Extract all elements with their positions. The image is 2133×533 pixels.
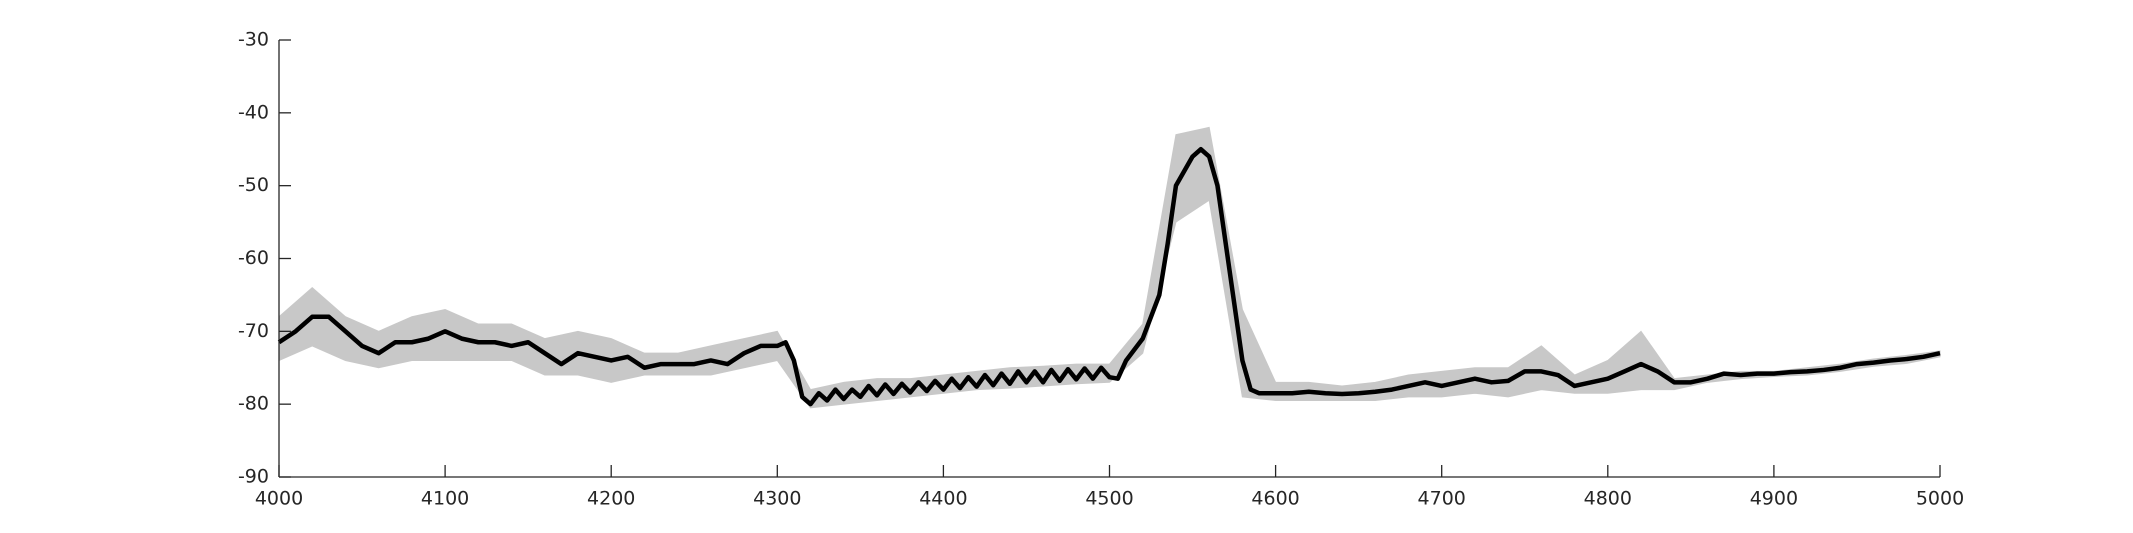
x-tick-label: 4500 xyxy=(1085,488,1133,510)
y-tick-label: -30 xyxy=(238,29,269,51)
x-tick-label: 4300 xyxy=(753,488,801,510)
x-tick-label: 4800 xyxy=(1584,488,1632,510)
x-tick-label: 5000 xyxy=(1916,488,1964,510)
x-tick-label: 4700 xyxy=(1418,488,1466,510)
x-tick-label: 4900 xyxy=(1750,488,1798,510)
y-tick-label: -90 xyxy=(238,466,269,488)
x-tick-label: 4400 xyxy=(919,488,967,510)
y-tick-label: -80 xyxy=(238,393,269,415)
y-tick-label: -60 xyxy=(238,247,269,269)
y-tick-label: -50 xyxy=(238,174,269,196)
y-tick-label: -40 xyxy=(238,101,269,123)
x-tick-label: 4600 xyxy=(1251,488,1299,510)
x-tick-label: 4100 xyxy=(421,488,469,510)
x-tick-label: 4200 xyxy=(587,488,635,510)
line xyxy=(277,147,1941,407)
x-tick-label: 4000 xyxy=(255,488,303,510)
band xyxy=(278,126,1941,409)
y-tick-label: -70 xyxy=(238,320,269,342)
